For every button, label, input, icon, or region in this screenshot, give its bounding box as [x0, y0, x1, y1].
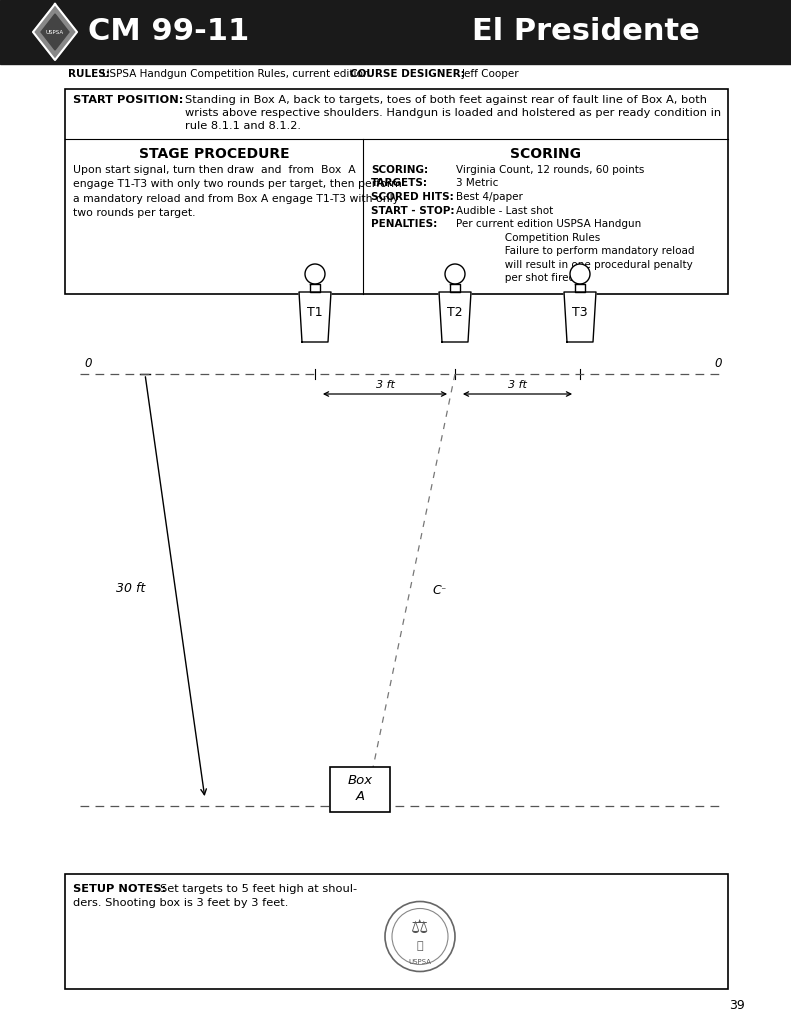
Circle shape: [392, 908, 448, 965]
Text: ⚖: ⚖: [411, 919, 429, 938]
Text: START POSITION:: START POSITION:: [73, 95, 184, 105]
Polygon shape: [564, 292, 596, 342]
Text: 3 ft: 3 ft: [376, 380, 395, 390]
Text: SCORING: SCORING: [510, 147, 581, 161]
Text: SCORING:: SCORING:: [371, 165, 429, 175]
Text: Audible - Last shot: Audible - Last shot: [456, 206, 554, 215]
Text: CM 99-11: CM 99-11: [88, 17, 249, 46]
Polygon shape: [310, 284, 320, 292]
Polygon shape: [41, 14, 69, 50]
Polygon shape: [299, 292, 331, 342]
Text: RULES:: RULES:: [68, 69, 110, 79]
Text: 🔫: 🔫: [417, 941, 423, 951]
Polygon shape: [450, 284, 460, 292]
Polygon shape: [33, 4, 77, 60]
Text: Upon start signal, turn then draw  and  from  Box  A
engage T1-T3 with only two : Upon start signal, turn then draw and fr…: [73, 165, 402, 218]
Text: Best 4/paper: Best 4/paper: [456, 193, 523, 202]
Text: Standing in Box A, back to targets, toes of both feet against rear of fault line: Standing in Box A, back to targets, toes…: [185, 95, 707, 105]
Text: START - STOP:: START - STOP:: [371, 206, 455, 215]
Text: TARGETS:: TARGETS:: [371, 178, 429, 188]
Text: PENALTIES:: PENALTIES:: [371, 219, 437, 229]
Text: T2: T2: [447, 305, 463, 318]
Text: T3: T3: [572, 305, 588, 318]
Text: 3 Metric: 3 Metric: [456, 178, 498, 188]
Bar: [65, 89, 728, 294]
Text: Per current edition USPSA Handgun
               Competition Rules
             : Per current edition USPSA Handgun Compet…: [456, 219, 694, 284]
Text: El Presidente: El Presidente: [472, 17, 700, 46]
Text: T1: T1: [307, 305, 323, 318]
Text: 30 ft: 30 ft: [115, 583, 145, 596]
Text: ders. Shooting box is 3 feet by 3 feet.: ders. Shooting box is 3 feet by 3 feet.: [73, 898, 289, 908]
Bar: [65, 874, 728, 989]
Circle shape: [305, 264, 325, 284]
Text: C: C: [433, 584, 441, 597]
Text: wrists above respective shoulders. Handgun is loaded and holstered as per ready : wrists above respective shoulders. Handg…: [185, 108, 721, 118]
Text: USPSA Handgun Competition Rules, current edition: USPSA Handgun Competition Rules, current…: [102, 69, 369, 79]
Text: SETUP NOTES:: SETUP NOTES:: [73, 884, 166, 894]
Text: Set targets to 5 feet high at shoul-: Set targets to 5 feet high at shoul-: [160, 884, 357, 894]
Polygon shape: [439, 292, 471, 342]
Circle shape: [570, 264, 590, 284]
Text: STAGE PROCEDURE: STAGE PROCEDURE: [139, 147, 290, 161]
Circle shape: [445, 264, 465, 284]
Text: Jeff Cooper: Jeff Cooper: [462, 69, 520, 79]
Text: USPSA: USPSA: [409, 958, 431, 965]
Circle shape: [385, 901, 455, 972]
Bar: [0, 0, 791, 63]
Bar: [330, 767, 390, 811]
Text: 0: 0: [84, 357, 92, 370]
Text: Box: Box: [347, 774, 373, 787]
Text: rule 8.1.1 and 8.1.2.: rule 8.1.1 and 8.1.2.: [185, 121, 301, 131]
Text: USPSA: USPSA: [46, 30, 64, 35]
Text: Virginia Count, 12 rounds, 60 points: Virginia Count, 12 rounds, 60 points: [456, 165, 645, 175]
Text: 3 ft: 3 ft: [508, 380, 527, 390]
Text: _: _: [441, 583, 445, 589]
Text: SCORED HITS:: SCORED HITS:: [371, 193, 454, 202]
Text: 0: 0: [714, 357, 721, 370]
Polygon shape: [575, 284, 585, 292]
Text: A: A: [355, 791, 365, 804]
Text: COURSE DESIGNER:: COURSE DESIGNER:: [350, 69, 465, 79]
Text: 39: 39: [729, 999, 745, 1012]
